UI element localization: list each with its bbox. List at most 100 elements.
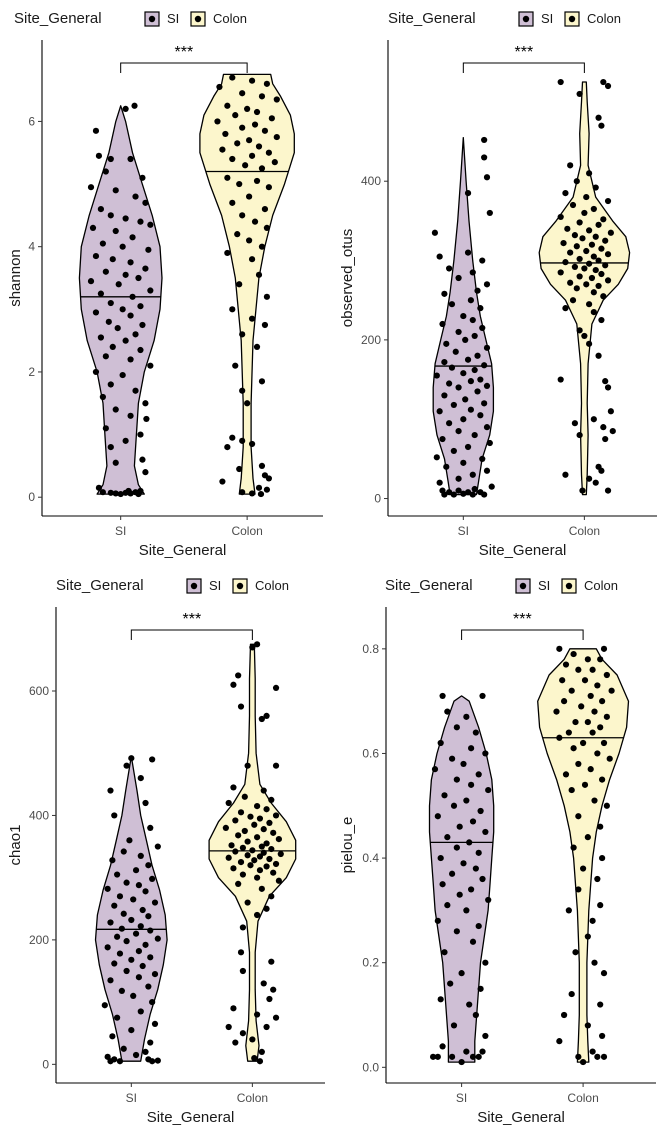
data-point (477, 412, 484, 419)
data-point (248, 440, 256, 448)
data-point (609, 428, 616, 435)
data-point (474, 287, 481, 294)
panel-shannon: Site_General SI Colon 0 2 4 6 SI Colon Site_Gener… (7, 10, 323, 559)
data-point (263, 293, 271, 300)
data-point (433, 454, 440, 461)
data-point (600, 424, 607, 431)
legend-label-SI: SI (541, 11, 553, 26)
legend-label-SI: SI (209, 578, 221, 593)
y-axis-title: chao1 (7, 825, 24, 866)
y-tick-label: 600 (29, 684, 49, 698)
data-point (258, 1048, 265, 1055)
data-point (254, 803, 261, 810)
y-tick-label: 0.6 (362, 746, 379, 760)
data-point (571, 263, 579, 270)
data-point (483, 382, 491, 389)
data-point (263, 840, 270, 847)
data-point (450, 1022, 458, 1029)
data-point (467, 406, 474, 413)
data-point (441, 290, 448, 297)
data-point (244, 105, 251, 112)
data-point (249, 1036, 256, 1043)
data-point (436, 408, 443, 415)
data-point (132, 387, 139, 394)
data-point (268, 958, 275, 965)
data-point (256, 867, 264, 874)
data-point (456, 823, 463, 830)
data-point (573, 243, 580, 250)
data-point (595, 282, 602, 290)
data-point (122, 337, 129, 344)
data-point (111, 960, 118, 967)
data-point (562, 259, 569, 266)
data-point (475, 849, 482, 856)
data-point (154, 843, 161, 850)
data-point (469, 938, 477, 945)
violin-SI (78, 105, 163, 495)
data-point (102, 168, 109, 175)
legend-key-dot (148, 15, 156, 23)
y-tick-label: 400 (361, 174, 381, 188)
data-point (429, 1053, 437, 1060)
data-point (458, 1058, 465, 1066)
data-point (594, 1053, 601, 1060)
data-point (92, 368, 100, 376)
data-point (562, 771, 570, 778)
data-point (142, 400, 149, 407)
data-point (132, 930, 140, 937)
data-point (251, 121, 259, 128)
data-point (444, 902, 451, 909)
data-point (557, 78, 564, 86)
data-point (584, 718, 591, 726)
data-point (591, 959, 598, 966)
data-point (241, 827, 248, 835)
data-point (137, 1008, 144, 1015)
legend-title: Site_General (388, 10, 476, 27)
data-point (232, 112, 239, 119)
data-point (239, 1030, 247, 1037)
data-point (130, 896, 137, 903)
data-point (562, 305, 569, 312)
data-point (97, 334, 104, 341)
data-point (455, 475, 462, 482)
data-point (463, 713, 470, 720)
y-tick-label: 6 (28, 114, 35, 128)
data-point (453, 928, 460, 935)
data-point (123, 879, 130, 886)
data-point (107, 444, 114, 451)
x-axis-title: Site_General (147, 1109, 235, 1126)
data-point (469, 1053, 477, 1060)
data-point (102, 353, 109, 360)
data-point (265, 184, 272, 191)
data-point (604, 384, 612, 391)
data-point (263, 224, 271, 231)
data-point (565, 729, 572, 736)
data-point (560, 239, 567, 247)
data-point (469, 471, 476, 478)
data-point (265, 475, 272, 482)
data-point (592, 266, 599, 274)
data-point (142, 888, 149, 895)
data-point (467, 378, 474, 385)
data-point (239, 437, 246, 444)
data-point (99, 393, 106, 401)
data-point (235, 832, 242, 839)
data-point (142, 1048, 149, 1055)
data-point (482, 1032, 489, 1040)
data-point (101, 1002, 108, 1009)
data-point (260, 849, 267, 856)
data-point (595, 114, 602, 121)
data-point (575, 813, 582, 820)
data-point (107, 787, 114, 794)
data-point (149, 999, 156, 1006)
data-point (567, 249, 574, 256)
data-point (229, 306, 236, 313)
significance-label: *** (513, 611, 532, 628)
data-point (575, 1053, 582, 1060)
data-point (95, 152, 103, 159)
data-point (486, 439, 493, 447)
data-point (107, 489, 114, 496)
data-point (448, 301, 456, 308)
data-point (232, 848, 239, 855)
data-point (234, 231, 241, 238)
